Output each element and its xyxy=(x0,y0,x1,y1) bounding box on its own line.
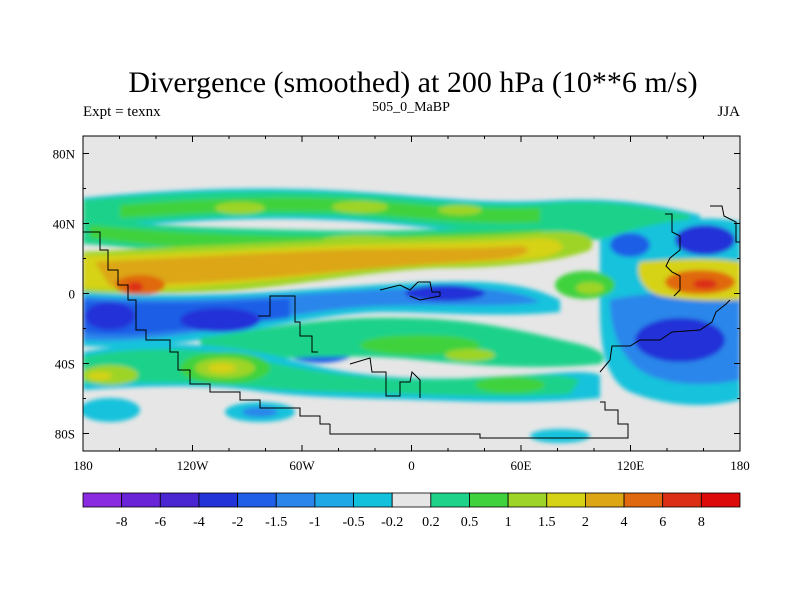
coastline-antarctica xyxy=(329,401,629,439)
y-tick-label: 0 xyxy=(69,287,76,302)
x-tick-label: 60W xyxy=(289,458,315,473)
colorbar-label: 0.5 xyxy=(461,515,479,530)
colorbar-swatch xyxy=(391,492,432,508)
x-tick-label: 120E xyxy=(617,458,645,473)
contour-equator-peak xyxy=(127,282,143,292)
contour-polar-blob-4 xyxy=(530,429,590,443)
x-tick-label: 120W xyxy=(177,458,210,473)
season-label: JJA xyxy=(717,104,740,120)
colorbar-label: 1.5 xyxy=(538,515,556,530)
colorbar-swatch xyxy=(198,492,238,508)
y-tick-label: 80N xyxy=(53,147,76,162)
x-tick-label: 60E xyxy=(511,458,532,473)
case-label: 505_0_MaBP xyxy=(372,100,450,115)
contour-polar-blob-3 xyxy=(242,407,278,417)
colorbar-label: 4 xyxy=(621,515,628,530)
colorbar-label: -2 xyxy=(232,515,244,530)
map-panel xyxy=(83,136,740,451)
colorbar-label: 8 xyxy=(698,515,705,530)
colorbar-swatch xyxy=(353,492,393,508)
colorbar-swatch xyxy=(82,492,123,508)
coastline-africa xyxy=(379,281,441,301)
colorbar-swatch xyxy=(662,492,702,508)
contour-south-sub-peak xyxy=(445,349,495,361)
coastlines xyxy=(83,205,740,439)
colorbar-swatch xyxy=(469,492,509,508)
colorbar-label: -0.5 xyxy=(342,515,364,530)
colorbar-swatch xyxy=(585,492,625,508)
colorbar-label: -8 xyxy=(116,515,128,530)
colorbar-swatch xyxy=(430,492,470,508)
contour-pacific-min-2 xyxy=(675,225,735,255)
coastline-asia xyxy=(665,205,740,297)
y-tick-label: 40N xyxy=(53,217,76,232)
coastline-australia xyxy=(599,299,731,373)
x-tick-label: 180 xyxy=(73,458,93,473)
colorbar-swatch xyxy=(700,492,741,508)
colorbar-label: -0.2 xyxy=(381,515,403,530)
contour-north-max-1 xyxy=(215,202,265,214)
colorbar-swatch xyxy=(237,492,277,508)
coastline-americas xyxy=(83,231,330,425)
contour-southern-max-4 xyxy=(475,377,545,393)
contour-wpac-peak xyxy=(693,279,717,289)
contour-atlantic-min xyxy=(405,285,485,301)
contour-north-max-3 xyxy=(438,205,482,215)
contour-north-max-2 xyxy=(332,201,388,213)
contour-pacific-min-3 xyxy=(610,233,650,257)
coastline-south-africa xyxy=(349,357,421,398)
contour-south-sub-max xyxy=(360,335,480,355)
contour-south-min-1 xyxy=(180,308,260,332)
colorbar-label: 1 xyxy=(505,515,512,530)
colorbar-swatch xyxy=(546,492,586,508)
colorbar-label: -1 xyxy=(309,515,321,530)
y-tick-label: 40S xyxy=(55,357,75,372)
colorbar-label: 0.2 xyxy=(422,515,440,530)
x-tick-label: 0 xyxy=(408,458,415,473)
contour-southern-peak xyxy=(208,363,236,373)
colorbar-swatch xyxy=(275,492,316,508)
colorbar-label: -1.5 xyxy=(265,515,287,530)
colorbar-label: -6 xyxy=(154,515,166,530)
contour-south-min-2 xyxy=(85,302,135,330)
coastline-south-america xyxy=(258,295,318,353)
experiment-label: Expt = texnx xyxy=(83,104,161,120)
colorbar-swatch xyxy=(623,492,664,508)
colorbar-swatch xyxy=(159,492,200,508)
contour-pacific-min-1 xyxy=(635,318,725,362)
colorbar-label: 6 xyxy=(659,515,666,530)
y-tick-label: 80S xyxy=(55,427,75,442)
colorbar-swatch xyxy=(121,492,161,508)
colorbar-swatch xyxy=(507,492,548,508)
chart-title: Divergence (smoothed) at 200 hPa (10**6 … xyxy=(128,66,697,99)
contour-polar-blob-1 xyxy=(83,398,140,422)
contour-southern-peak-2 xyxy=(88,372,112,380)
contour-equator-band-hi xyxy=(95,246,529,286)
colorbar-swatch xyxy=(314,492,354,508)
colorbar-label: -4 xyxy=(193,515,205,530)
colorbar-label: 2 xyxy=(582,515,589,530)
x-axis: 180 120W 60W 0 60E 120E 180 xyxy=(73,136,750,473)
y-axis: 80N 40N 0 40S 80S xyxy=(53,147,740,442)
contour-io-band-hi xyxy=(576,282,604,294)
colorbar: -8 -6 -4 -2 -1.5 -1 -0.5 -0.2 0.2 0.5 1 1.5 2 4 6 8 xyxy=(82,492,741,530)
x-tick-label: 180 xyxy=(730,458,750,473)
